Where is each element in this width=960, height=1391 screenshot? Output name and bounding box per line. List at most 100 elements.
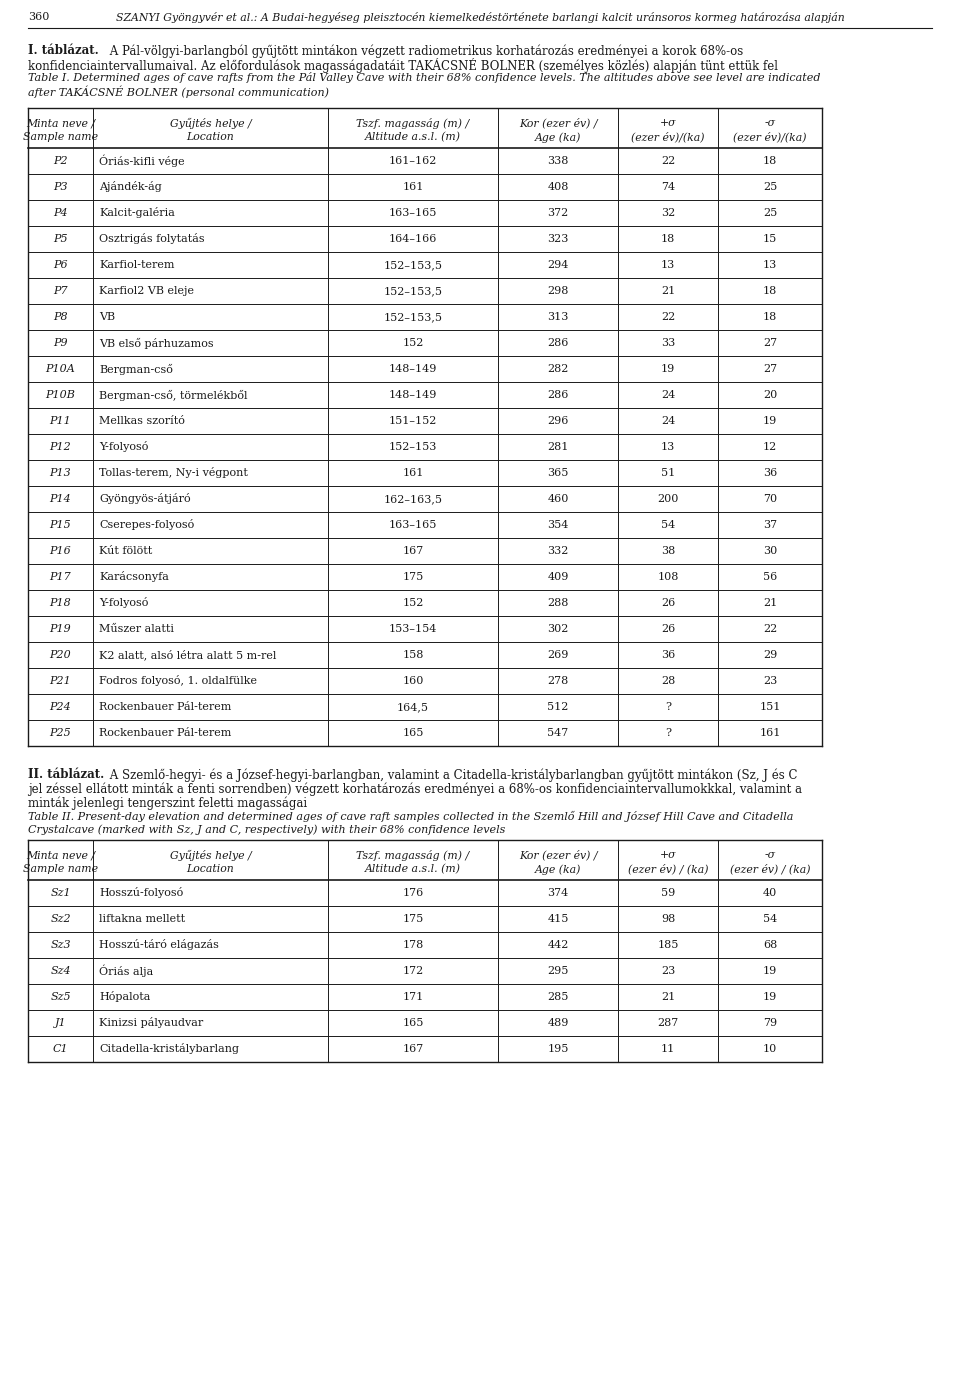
Text: after TAKÁCSNÉ BOLNER (personal communication): after TAKÁCSNÉ BOLNER (personal communic… <box>28 85 329 97</box>
Text: VB első párhuzamos: VB első párhuzamos <box>99 338 214 349</box>
Text: 25: 25 <box>763 182 778 192</box>
Text: 74: 74 <box>660 182 675 192</box>
Text: Kút fölött: Kút fölött <box>99 547 153 556</box>
Text: 23: 23 <box>763 676 778 686</box>
Text: P5: P5 <box>53 234 68 243</box>
Text: 22: 22 <box>763 625 778 634</box>
Text: 442: 442 <box>547 940 568 950</box>
Text: 295: 295 <box>547 965 568 976</box>
Text: Kor (ezer év) /: Kor (ezer év) / <box>518 850 597 861</box>
Text: 19: 19 <box>763 416 778 426</box>
Text: 152: 152 <box>402 338 423 348</box>
Text: Crystalcave (marked with Sz, J and C, respectively) with their 68% confidence le: Crystalcave (marked with Sz, J and C, re… <box>28 823 505 835</box>
Text: 175: 175 <box>402 914 423 924</box>
Text: 59: 59 <box>660 887 675 899</box>
Text: 15: 15 <box>763 234 778 243</box>
Text: 175: 175 <box>402 572 423 581</box>
Text: P12: P12 <box>50 442 71 452</box>
Text: Rockenbauer Pál-terem: Rockenbauer Pál-terem <box>99 702 231 712</box>
Text: 298: 298 <box>547 287 568 296</box>
Text: 18: 18 <box>763 287 778 296</box>
Text: I. táblázat.: I. táblázat. <box>28 45 99 57</box>
Text: 374: 374 <box>547 887 568 899</box>
Text: 161: 161 <box>759 727 780 739</box>
Text: (ezer év) / (ka): (ezer év) / (ka) <box>628 864 708 875</box>
Text: +σ: +σ <box>660 118 676 128</box>
Text: 282: 282 <box>547 364 568 374</box>
Text: Y-folyosó: Y-folyosó <box>99 598 149 608</box>
Text: SZANYI Gyöngyvér et al.: A Budai-hegyéseg pleisztocén kiemelkedéstörténete barla: SZANYI Gyöngyvér et al.: A Budai-hegyése… <box>115 13 845 24</box>
Text: 164–166: 164–166 <box>389 234 437 243</box>
Text: 13: 13 <box>763 260 778 270</box>
Text: 13: 13 <box>660 260 675 270</box>
Text: Rockenbauer Pál-terem: Rockenbauer Pál-terem <box>99 727 231 739</box>
Text: 185: 185 <box>658 940 679 950</box>
Text: P15: P15 <box>50 520 71 530</box>
Text: Óriás-kifli vége: Óriás-kifli vége <box>99 154 184 167</box>
Text: 152–153,5: 152–153,5 <box>383 260 443 270</box>
Text: 415: 415 <box>547 914 568 924</box>
Text: 171: 171 <box>402 992 423 1002</box>
Text: P3: P3 <box>53 182 68 192</box>
Text: Karácsonyfa: Karácsonyfa <box>99 572 169 583</box>
Text: Cserepes-folyosó: Cserepes-folyosó <box>99 519 194 530</box>
Text: 332: 332 <box>547 547 568 556</box>
Text: 79: 79 <box>763 1018 777 1028</box>
Text: P13: P13 <box>50 467 71 479</box>
Text: Műszer alatti: Műszer alatti <box>99 625 174 634</box>
Text: 460: 460 <box>547 494 568 504</box>
Text: 152–153,5: 152–153,5 <box>383 287 443 296</box>
Text: 489: 489 <box>547 1018 568 1028</box>
Text: 18: 18 <box>763 312 778 321</box>
Text: P2: P2 <box>53 156 68 166</box>
Text: Karfiol2 VB eleje: Karfiol2 VB eleje <box>99 287 194 296</box>
Text: 26: 26 <box>660 598 675 608</box>
Text: 56: 56 <box>763 572 778 581</box>
Text: Sample name: Sample name <box>23 132 98 142</box>
Text: Sz1: Sz1 <box>50 887 71 899</box>
Text: 286: 286 <box>547 389 568 401</box>
Text: Tszf. magasság (m) /: Tszf. magasság (m) / <box>356 118 469 129</box>
Text: 98: 98 <box>660 914 675 924</box>
Text: Sz5: Sz5 <box>50 992 71 1002</box>
Text: 68: 68 <box>763 940 778 950</box>
Text: 338: 338 <box>547 156 568 166</box>
Text: 278: 278 <box>547 676 568 686</box>
Text: Hosszú-folyosó: Hosszú-folyosó <box>99 887 183 899</box>
Text: Y-folyosó: Y-folyosó <box>99 441 149 452</box>
Text: 160: 160 <box>402 676 423 686</box>
Text: 19: 19 <box>763 992 778 1002</box>
Text: P20: P20 <box>50 650 71 659</box>
Text: Bergman-cső, törmelékből: Bergman-cső, törmelékből <box>99 389 248 401</box>
Text: 163–165: 163–165 <box>389 209 437 218</box>
Text: 161–162: 161–162 <box>389 156 437 166</box>
Text: P7: P7 <box>53 287 68 296</box>
Text: minták jelenlegi tengerszint feletti magasságai: minták jelenlegi tengerszint feletti mag… <box>28 796 307 810</box>
Text: 372: 372 <box>547 209 568 218</box>
Text: 22: 22 <box>660 156 675 166</box>
Text: 38: 38 <box>660 547 675 556</box>
Text: 512: 512 <box>547 702 568 712</box>
Text: 162–163,5: 162–163,5 <box>383 494 443 504</box>
Text: 36: 36 <box>660 650 675 659</box>
Text: II. táblázat.: II. táblázat. <box>28 768 105 780</box>
Text: 281: 281 <box>547 442 568 452</box>
Text: Minta neve /: Minta neve / <box>26 850 95 860</box>
Text: 195: 195 <box>547 1045 568 1054</box>
Text: 152–153: 152–153 <box>389 442 437 452</box>
Text: P8: P8 <box>53 312 68 321</box>
Text: ?: ? <box>665 727 671 739</box>
Text: 172: 172 <box>402 965 423 976</box>
Text: 148–149: 148–149 <box>389 389 437 401</box>
Text: Minta neve /: Minta neve / <box>26 118 95 128</box>
Text: J1: J1 <box>55 1018 66 1028</box>
Text: P17: P17 <box>50 572 71 581</box>
Text: Kalcit-galéria: Kalcit-galéria <box>99 207 175 218</box>
Text: Kor (ezer év) /: Kor (ezer év) / <box>518 118 597 129</box>
Text: 153–154: 153–154 <box>389 625 437 634</box>
Text: 11: 11 <box>660 1045 675 1054</box>
Text: 27: 27 <box>763 338 777 348</box>
Text: 26: 26 <box>660 625 675 634</box>
Text: Bergman-cső: Bergman-cső <box>99 363 173 374</box>
Text: 269: 269 <box>547 650 568 659</box>
